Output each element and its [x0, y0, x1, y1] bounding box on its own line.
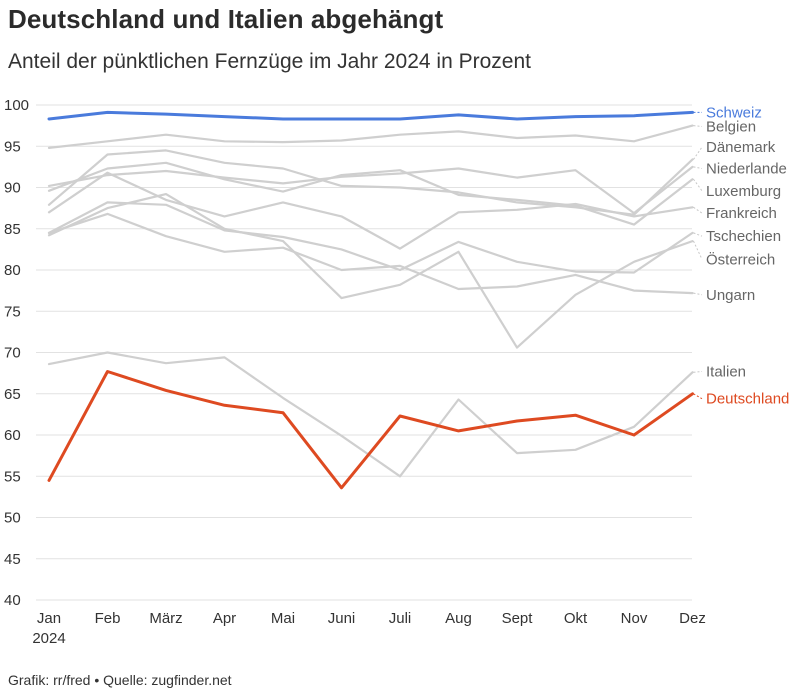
series-lines [47, 110, 694, 490]
series-label-niederlande: Niederlande [706, 161, 787, 178]
label-connector-ungarn [693, 292, 703, 296]
x-tick-label-feb: Feb [95, 610, 121, 627]
label-connector-osterreich [693, 240, 703, 260]
label-connector-deutschland [693, 393, 703, 400]
label-connector-danemark [693, 146, 703, 160]
x-tick-label-nov: Nov [621, 610, 648, 627]
gridlines [36, 104, 692, 601]
series-line-deutschland [47, 370, 694, 490]
series-label-belgien: Belgien [706, 118, 756, 135]
series-line-tschechien [47, 201, 694, 274]
series-label-ungarn: Ungarn [706, 287, 755, 304]
x-tick-label-jan: Jan [37, 610, 61, 627]
y-axis: 40 45 50 55 60 65 70 75 80 85 90 95 100 [4, 97, 29, 609]
y-tick-label-80: 80 [4, 262, 21, 279]
y-tick-label-65: 65 [4, 386, 21, 403]
chart-title: Deutschland und Italien abgehängt [8, 4, 444, 34]
series-label-deutschland: Deutschland [706, 391, 789, 408]
label-connector-italien [693, 370, 703, 373]
x-tick-label-aug: Aug [445, 610, 472, 627]
series-label-frankreich: Frankreich [706, 205, 777, 222]
y-tick-label-45: 45 [4, 551, 21, 568]
label-connector-frankreich [693, 206, 703, 214]
series-line-schweiz [47, 110, 694, 121]
series-line-ungarn [47, 212, 694, 295]
label-connector-tschechien [693, 232, 703, 237]
series-line-belgien [47, 124, 694, 149]
series-label-luxemburg: Luxemburg [706, 183, 781, 200]
series-line-osterreich [47, 193, 694, 349]
x-tick-label-okt: Okt [564, 610, 588, 627]
series-label-danemark: Dänemark [706, 139, 776, 156]
y-tick-label-75: 75 [4, 303, 21, 320]
x-tick-label-marz: März [149, 610, 182, 627]
series-line-luxemburg [47, 161, 694, 226]
y-tick-label-50: 50 [4, 510, 21, 527]
x-tick-label-sept: Sept [502, 610, 534, 627]
series-line-niederlande [47, 165, 694, 215]
y-tick-label-100: 100 [4, 97, 29, 114]
x-tick-label-juni: Juni [328, 610, 356, 627]
chart-footer: Grafik: rr/fred • Quelle: zugfinder.net [8, 672, 232, 688]
x-axis: Jan Feb März Apr Mai Juni Juli Aug Sept Okt Nov Dez… [32, 610, 706, 647]
x-tick-label-dez: Dez [679, 610, 706, 627]
y-tick-label-40: 40 [4, 592, 21, 609]
series-label-tschechien: Tschechien [706, 228, 781, 245]
label-connector-belgien [693, 125, 703, 127]
series-label-schweiz: Schweiz [706, 104, 762, 121]
x-tick-label-apr: Apr [213, 610, 236, 627]
y-tick-label-60: 60 [4, 427, 21, 444]
y-tick-label-55: 55 [4, 468, 21, 485]
label-connector-luxemburg [693, 178, 703, 192]
y-tick-label-95: 95 [4, 138, 21, 155]
y-tick-label-85: 85 [4, 221, 21, 238]
label-connector-niederlande [693, 166, 703, 170]
x-tick-label-mai: Mai [271, 610, 295, 627]
series-label-osterreich: Österreich [706, 250, 775, 268]
x-tick-year-label: 2024 [32, 630, 65, 647]
chart-subtitle: Anteil der pünktlichen Fernzüge im Jahr … [8, 50, 531, 73]
x-tick-label-juli: Juli [389, 610, 412, 627]
series-line-italien [47, 351, 694, 478]
y-tick-label-70: 70 [4, 345, 21, 362]
y-tick-label-90: 90 [4, 180, 21, 197]
series-label-italien: Italien [706, 363, 746, 380]
